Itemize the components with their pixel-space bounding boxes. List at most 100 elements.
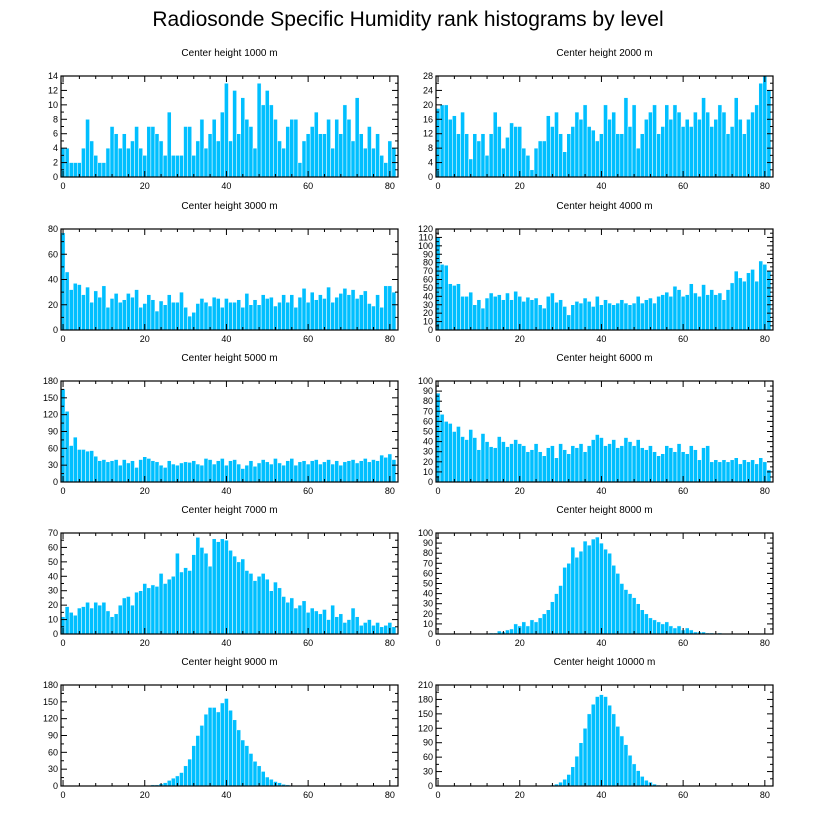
bar (550, 292, 555, 331)
bar (570, 766, 576, 787)
bar (150, 460, 156, 483)
y-tick-label: 2 (53, 158, 58, 168)
bar (199, 547, 205, 635)
bar (367, 303, 372, 331)
bar (627, 441, 633, 483)
bar (244, 119, 250, 178)
bar (639, 447, 645, 483)
y-tick-label: 0 (428, 781, 433, 791)
bar (260, 771, 266, 787)
bar (326, 459, 331, 483)
bar (754, 280, 759, 331)
bar (676, 443, 682, 483)
bar (537, 451, 543, 483)
bar (342, 461, 348, 483)
y-tick-label: 80 (423, 396, 433, 406)
bar (158, 140, 164, 178)
bar (289, 119, 295, 178)
bar (607, 119, 612, 178)
bar (497, 126, 502, 178)
bar (550, 126, 555, 178)
bar (684, 453, 690, 483)
bar (85, 119, 90, 178)
bar (122, 299, 127, 331)
bar (371, 147, 376, 178)
bar (130, 140, 135, 178)
bar (334, 119, 340, 178)
bar (619, 583, 625, 635)
bar (236, 463, 241, 483)
bar (326, 619, 331, 635)
bar (574, 755, 580, 787)
bar (244, 745, 250, 787)
y-tick-label: 0 (53, 629, 58, 639)
y-tick-label: 30 (48, 586, 58, 596)
bar (187, 462, 192, 483)
bar (175, 155, 180, 178)
bar (199, 298, 205, 331)
bar (199, 119, 205, 178)
bar (322, 133, 327, 178)
y-tick-label: 8 (53, 114, 58, 124)
y-tick-label: 50 (423, 283, 433, 293)
bar (578, 550, 584, 635)
bar (154, 586, 160, 635)
bar (354, 298, 360, 331)
bar (367, 126, 372, 178)
bar (627, 754, 633, 787)
bar (697, 119, 702, 178)
bar (701, 447, 706, 483)
bar (195, 537, 201, 635)
bar (363, 147, 368, 178)
bar (285, 301, 291, 331)
bar (150, 584, 156, 635)
bar (354, 97, 360, 178)
bar (236, 133, 241, 178)
bar (113, 459, 119, 483)
bar (101, 162, 107, 178)
bar (480, 307, 486, 331)
bar (379, 155, 384, 178)
bar (497, 436, 502, 483)
bar (322, 298, 327, 331)
bar (480, 133, 486, 178)
bar (672, 451, 678, 483)
y-tick-label: 90 (423, 249, 433, 259)
y-tick-label: 0 (428, 477, 433, 487)
x-tick-label: 60 (678, 334, 688, 344)
bar (656, 621, 661, 635)
bar (371, 459, 376, 483)
bar (742, 280, 747, 331)
x-tick-label: 40 (596, 486, 606, 496)
bar (668, 625, 674, 635)
bar (615, 302, 621, 331)
bar (309, 291, 315, 331)
bar (81, 294, 86, 331)
bar (277, 462, 282, 483)
bar (738, 119, 743, 178)
bar (693, 111, 698, 178)
y-tick-label: 120 (418, 723, 433, 733)
y-tick-label: 120 (418, 224, 433, 234)
y-tick-label: 60 (48, 747, 58, 757)
x-tick-label: 80 (385, 334, 395, 344)
bar (492, 447, 498, 483)
bar (460, 296, 465, 331)
bar (232, 555, 237, 635)
bar (73, 283, 78, 331)
bar (586, 544, 592, 635)
bar (232, 719, 237, 787)
bar (615, 447, 621, 483)
bar (668, 119, 674, 178)
bar (611, 439, 616, 483)
bar (762, 75, 768, 178)
bar (93, 455, 99, 483)
bar (725, 461, 731, 483)
bar (497, 294, 502, 331)
bar (574, 111, 580, 178)
bar (623, 97, 629, 178)
bar (256, 765, 262, 787)
bar (64, 606, 70, 635)
bar (537, 617, 543, 635)
bar (627, 126, 633, 178)
